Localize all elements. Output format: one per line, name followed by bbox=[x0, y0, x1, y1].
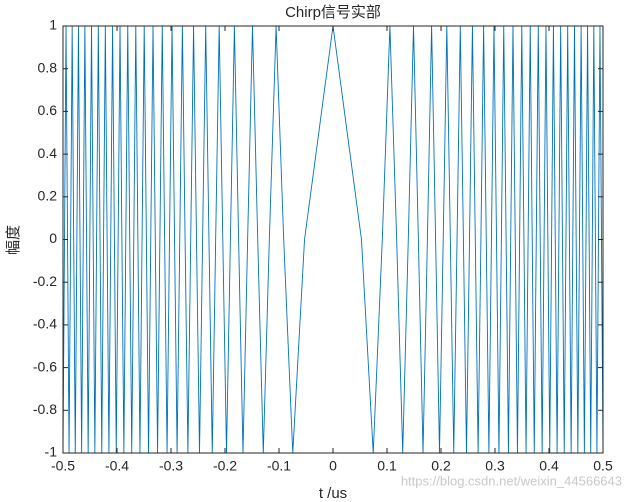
watermark: https://blog.csdn.net/weixin_44566643 bbox=[401, 473, 622, 488]
y-tick-label: 1 bbox=[49, 17, 57, 33]
y-tick-label: -0.8 bbox=[33, 401, 57, 417]
y-tick-label: -0.2 bbox=[33, 273, 57, 289]
y-tick-label: 0.4 bbox=[38, 145, 58, 161]
x-tick-label: 0 bbox=[329, 458, 337, 474]
x-tick-label: -0.5 bbox=[51, 458, 75, 474]
axes-frame bbox=[62, 25, 604, 454]
plot-area bbox=[63, 26, 603, 453]
y-tick-label: -1 bbox=[45, 444, 58, 460]
x-tick-label: 0.5 bbox=[593, 458, 613, 474]
chart-title: Chirp信号实部 bbox=[285, 4, 381, 21]
x-tick-label: 0.3 bbox=[485, 458, 505, 474]
y-tick-label: 0.6 bbox=[38, 102, 58, 118]
x-tick-label: 0.2 bbox=[431, 458, 451, 474]
x-tick-label: -0.3 bbox=[159, 458, 183, 474]
x-tick-label: -0.1 bbox=[267, 458, 291, 474]
y-axis-label: 幅度 bbox=[5, 225, 22, 255]
x-tick-label: -0.2 bbox=[213, 458, 237, 474]
x-tick-label: -0.4 bbox=[105, 458, 129, 474]
y-tick-label: 0.2 bbox=[38, 188, 58, 204]
y-tick-label: 0 bbox=[49, 230, 57, 246]
y-tick-label: -0.6 bbox=[33, 358, 57, 374]
x-axis-label: t /us bbox=[319, 485, 347, 502]
y-tick-label: -0.4 bbox=[33, 316, 57, 332]
y-tick-label: 0.8 bbox=[38, 59, 58, 75]
x-tick-label: 0.1 bbox=[377, 458, 397, 474]
x-tick-label: 0.4 bbox=[539, 458, 559, 474]
